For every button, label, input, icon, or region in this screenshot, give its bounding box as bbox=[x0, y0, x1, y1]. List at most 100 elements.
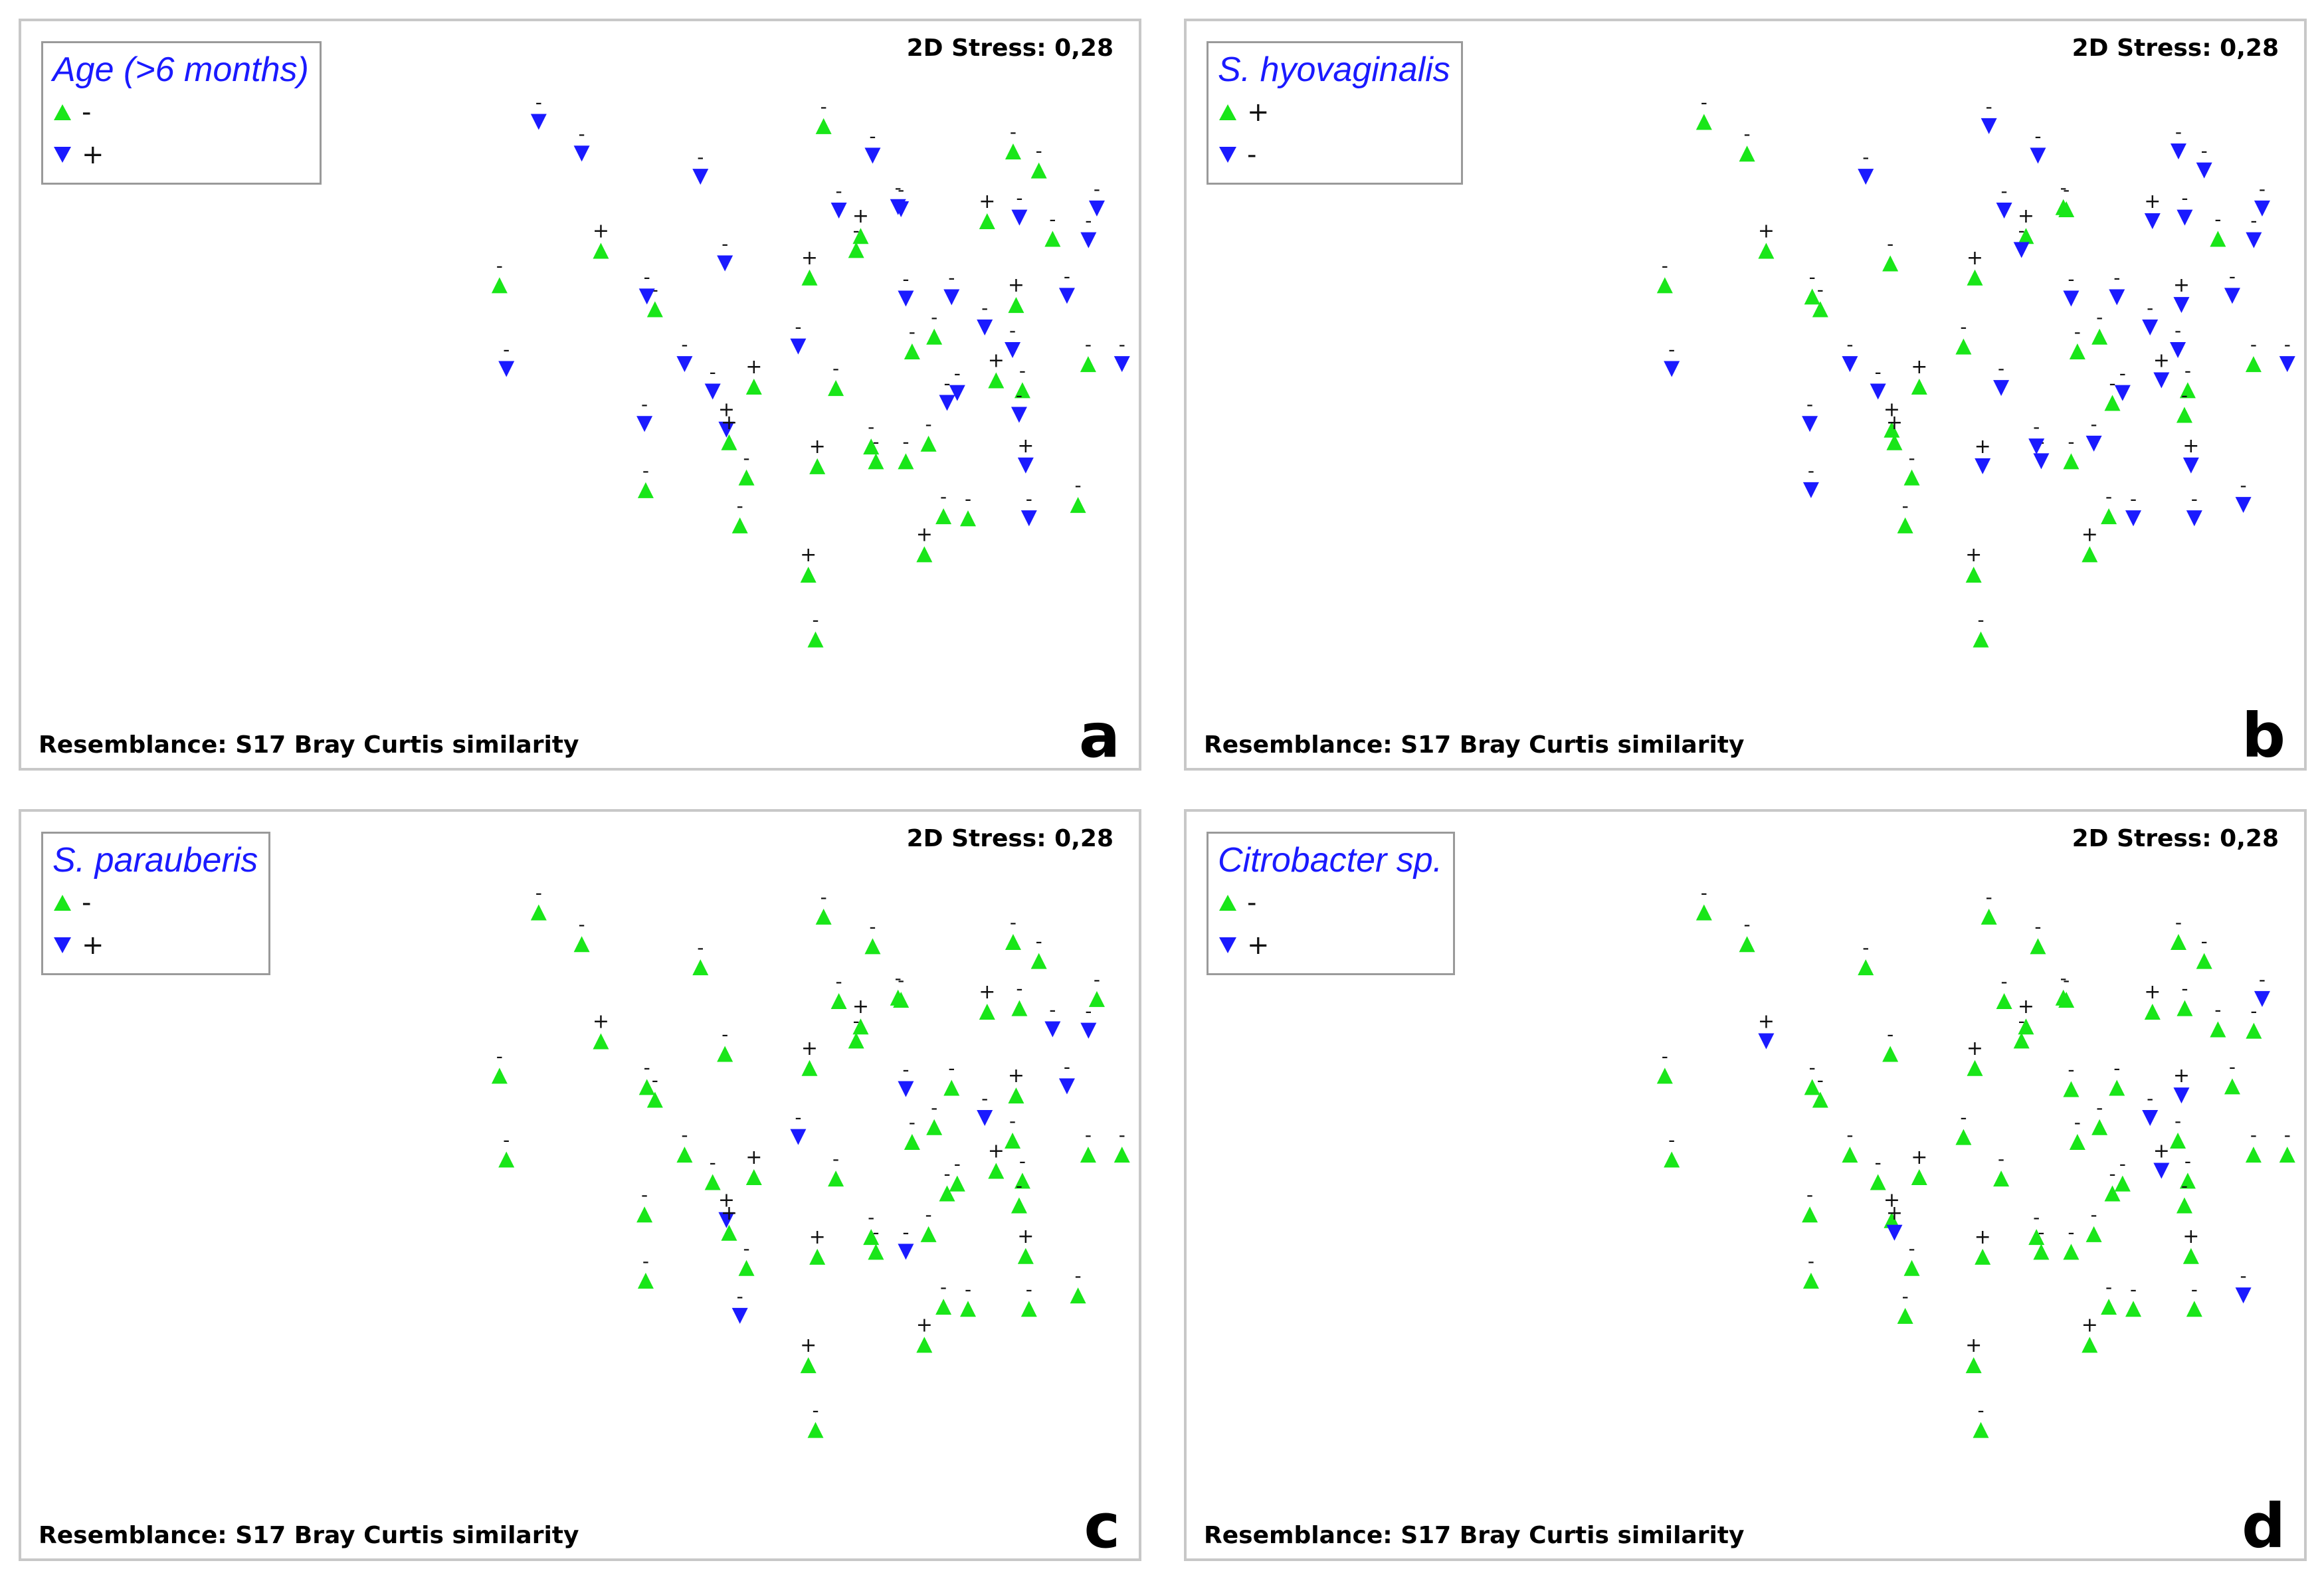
point-label: - bbox=[2184, 1150, 2191, 1172]
point-label: + bbox=[593, 1010, 609, 1033]
scatter-point bbox=[2245, 1147, 2262, 1163]
point-label: - bbox=[943, 372, 950, 394]
scatter-point bbox=[848, 1032, 864, 1049]
point-label: - bbox=[2240, 474, 2247, 496]
legend-title-c: S. parauberis bbox=[52, 841, 258, 880]
scatter-point bbox=[1014, 382, 1030, 399]
scatter-point bbox=[530, 904, 547, 921]
point-label: - bbox=[925, 1204, 932, 1226]
point-label: - bbox=[2105, 1276, 2112, 1298]
point-label: + bbox=[2018, 205, 2034, 228]
point-label: - bbox=[644, 266, 650, 288]
point-label: + bbox=[2153, 349, 2170, 373]
scatter-point bbox=[916, 1337, 933, 1353]
scatter-plot-a: ------+---- +++--++---+-----+----+--++---… bbox=[491, 92, 1130, 648]
point-label: - bbox=[503, 1129, 510, 1151]
scatter-point bbox=[745, 1169, 762, 1186]
point-label: - bbox=[2063, 969, 2070, 991]
point-label: - bbox=[2284, 333, 2291, 355]
point-label: + bbox=[2173, 1064, 2190, 1087]
point-label: - bbox=[795, 316, 801, 338]
scatter-point bbox=[1842, 356, 1858, 373]
scatter-point bbox=[790, 1129, 807, 1145]
point-label: - bbox=[1662, 1045, 1668, 1067]
scatter-point bbox=[1981, 118, 1997, 134]
scatter-point bbox=[2177, 1000, 2193, 1016]
panel-letter-c: c bbox=[1084, 1491, 1120, 1562]
scatter-point bbox=[2085, 435, 2102, 452]
point-label: + bbox=[2153, 1140, 2170, 1163]
scatter-point bbox=[1088, 200, 1105, 217]
scatter-point bbox=[1030, 162, 1047, 179]
point-label: - bbox=[2091, 1204, 2097, 1226]
legend-d: Citrobacter sp. - + bbox=[1207, 832, 1456, 975]
scatter-point bbox=[2254, 990, 2270, 1007]
scatter-point bbox=[935, 1299, 952, 1315]
point-label: - bbox=[1977, 609, 1984, 631]
resemblance-label-a: Resemblance: S17 Bray Curtis similarity bbox=[39, 731, 579, 759]
point-label: - bbox=[681, 333, 688, 355]
point-label: - bbox=[652, 278, 658, 300]
point-label: - bbox=[954, 363, 961, 385]
scatter-point bbox=[2176, 1197, 2192, 1214]
point-label: + bbox=[745, 355, 762, 379]
point-label: - bbox=[1846, 1124, 1853, 1146]
point-label: - bbox=[2074, 1111, 2081, 1133]
legend-title-b: S. hyovaginalis bbox=[1218, 50, 1450, 89]
stress-label-b: 2D Stress: 0,28 bbox=[2072, 35, 2279, 62]
scatter-point bbox=[717, 255, 733, 272]
scatter-point bbox=[1884, 1212, 1900, 1228]
point-label: - bbox=[2033, 1206, 2040, 1228]
point-label: - bbox=[1808, 1250, 1814, 1272]
scatter-point bbox=[1739, 936, 1755, 953]
point-label: - bbox=[2063, 179, 2070, 201]
scatter-point bbox=[2173, 1087, 2190, 1104]
point-label: - bbox=[948, 1057, 955, 1079]
scatter-point bbox=[920, 1226, 937, 1242]
scatter-point bbox=[1858, 169, 1874, 185]
scatter-point bbox=[1656, 277, 1673, 294]
scatter-point bbox=[1114, 356, 1130, 373]
point-label: - bbox=[1806, 1184, 1813, 1206]
legend-entry-a-2: + bbox=[52, 134, 309, 176]
scatter-point bbox=[1014, 1172, 1030, 1189]
point-label: + bbox=[988, 349, 1005, 373]
scatter-point bbox=[2279, 1147, 2295, 1163]
scatter-point bbox=[893, 991, 910, 1008]
scatter-point bbox=[1967, 269, 1983, 286]
scatter-point bbox=[2033, 453, 2050, 470]
scatter-point bbox=[1005, 1132, 1021, 1149]
stress-label-c: 2D Stress: 0,28 bbox=[906, 825, 1114, 852]
scatter-point bbox=[1017, 457, 1034, 474]
point-label: - bbox=[2250, 210, 2257, 232]
point-label: - bbox=[2184, 359, 2191, 381]
point-label: - bbox=[1817, 1069, 1824, 1091]
point-label: - bbox=[948, 266, 955, 288]
point-label: - bbox=[1049, 998, 1056, 1020]
point-label: - bbox=[2091, 413, 2097, 435]
scatter-point bbox=[1993, 1170, 2010, 1187]
scatter-point bbox=[1882, 255, 1899, 272]
point-label: - bbox=[641, 393, 648, 415]
point-label: - bbox=[642, 460, 649, 482]
scatter-point bbox=[2069, 1134, 2085, 1151]
point-label: - bbox=[697, 146, 704, 168]
scatter-point bbox=[1017, 1248, 1034, 1264]
legend-triangle-down-icon bbox=[1219, 147, 1236, 163]
scatter-point bbox=[2058, 991, 2075, 1008]
scatter-point bbox=[1739, 145, 1755, 162]
point-label: - bbox=[1075, 1265, 1082, 1287]
scatter-point bbox=[2013, 1032, 2030, 1049]
scatter-point bbox=[898, 290, 914, 307]
scatter-point bbox=[593, 1033, 609, 1050]
scatter-point bbox=[637, 482, 654, 498]
point-label: + bbox=[801, 246, 818, 270]
scatter-point bbox=[1080, 1022, 1097, 1039]
scatter-point bbox=[977, 1110, 993, 1127]
scatter-point bbox=[2028, 438, 2045, 455]
point-label: - bbox=[795, 1107, 801, 1129]
point-label: - bbox=[869, 915, 876, 937]
point-label: + bbox=[2082, 523, 2098, 546]
legend-title-a: Age (>6 months) bbox=[52, 50, 309, 89]
point-label: - bbox=[853, 219, 860, 241]
